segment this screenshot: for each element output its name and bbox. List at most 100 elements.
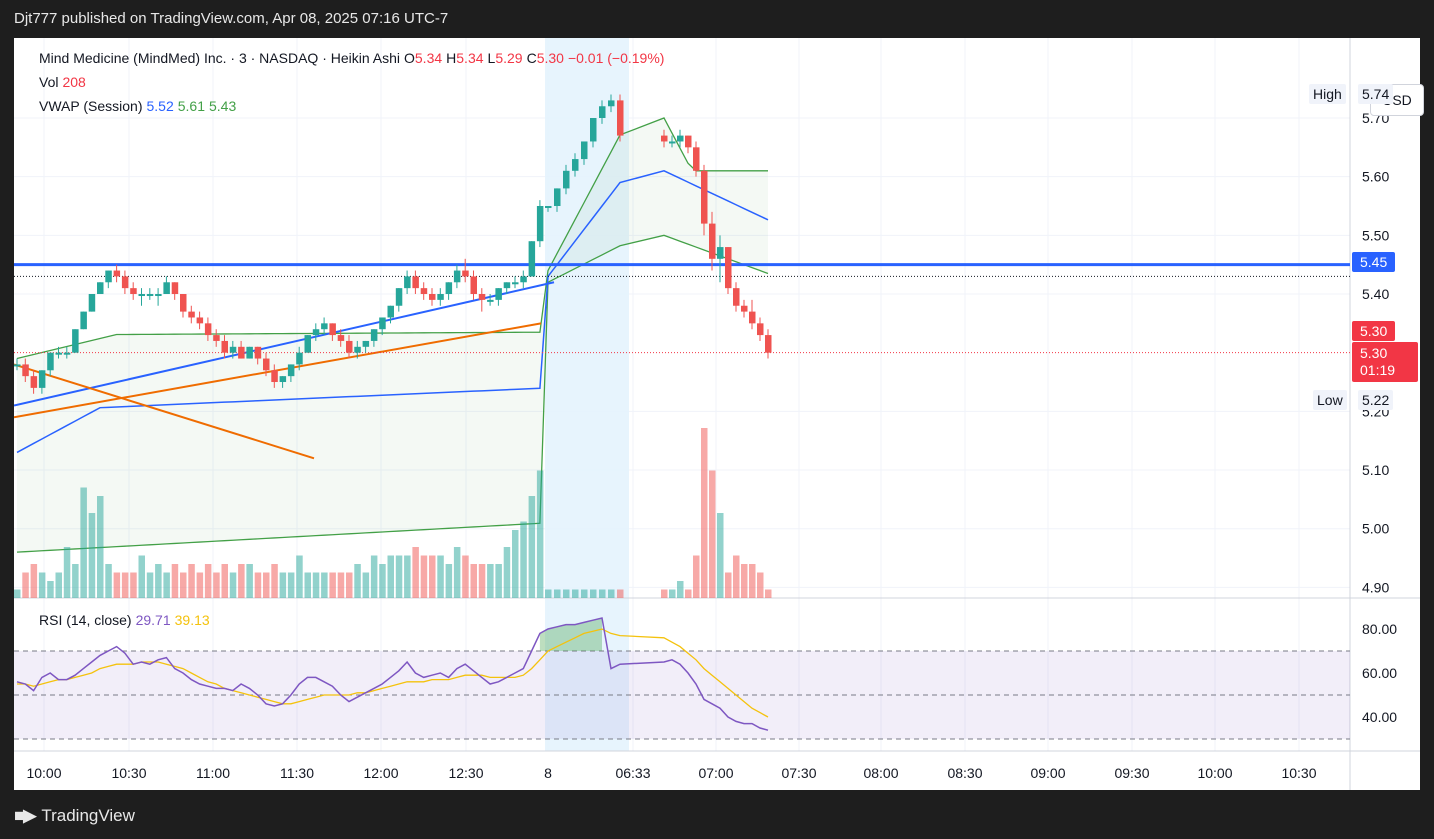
time-tick-label: 09:00 [1030,765,1065,781]
candle-body [229,346,237,353]
volume-bar [669,589,676,598]
candle-body [138,294,145,297]
volume-bar [88,513,96,598]
candle-body [204,323,212,336]
volume-bar [387,555,394,598]
volume-bar [329,572,336,598]
volume-bar [196,572,204,598]
volume-bar [590,589,597,598]
volume-bar [346,572,353,598]
candle-body [669,141,676,144]
volume-bar [429,555,436,598]
volume-bar [536,470,544,598]
candle-body [254,346,262,359]
chart-svg[interactable]: 5.705.605.505.405.205.105.004.9080.0060.… [14,38,1420,790]
low-value: 5.29 [495,50,523,66]
volume-legend: Vol 208 [39,74,90,90]
candle-body [38,370,46,388]
time-tick-label: 10:00 [26,765,61,781]
time-tick-label: 11:30 [280,765,314,781]
volume-bar [221,564,228,598]
candle-body [263,358,270,371]
volume-bar [478,564,486,598]
volume-bar [296,555,303,598]
volume-bar [238,564,245,598]
volume-bar [14,589,21,598]
candle-body [354,346,361,353]
volume-bar [105,564,112,598]
volume-bar [661,589,668,598]
o-label: O [404,50,415,66]
candle-body [495,288,502,300]
volume-bar [312,572,320,598]
candle-body [685,135,692,148]
volume-bar [30,564,38,598]
volume-bar [321,572,328,598]
volume-bar [495,564,502,598]
volume-bar [677,581,684,598]
volume-bar [188,564,195,598]
volume-bar [453,547,461,598]
volume-bar [22,572,29,598]
level-price-badge: 5.45 [1352,252,1396,272]
rsi-tick-label: 60.00 [1362,665,1397,681]
volume-bar [765,589,772,598]
price-tick-label: 5.60 [1362,169,1389,185]
candle-body [97,282,104,295]
candle-body [581,141,588,160]
volume-bar [254,572,262,598]
time-tick-label: 08:30 [947,765,982,781]
candle-body [88,294,96,312]
candle-body [337,335,345,341]
volume-bar [749,564,756,598]
publisher-line: Djt777 published on TradingView.com, Apr… [14,10,449,27]
candle-body [171,282,179,295]
rsi-legend: RSI (14, close) 29.71 39.13 [39,612,214,628]
candle-body [196,317,204,324]
volume-bar [204,564,212,598]
tradingview-logo-icon: ■▶ [14,806,36,825]
volume-bar [420,555,428,598]
last-price-badge-1: 5.30 [1352,321,1396,341]
candle-body [155,294,162,297]
volume-bar [121,572,129,598]
volume-bar [72,564,79,598]
candle-body [757,323,764,336]
price-tick-label: 5.40 [1362,286,1389,302]
last-price-badge-2: 5.30 01:19 [1352,342,1418,382]
descending-trendline [14,363,315,460]
vol-value: 208 [62,74,86,90]
candle-body [693,147,700,171]
volume-bar [617,589,624,598]
time-tick-label: 10:30 [1281,765,1316,781]
candle-body [163,282,170,295]
volume-bar [63,547,71,598]
chart-frame[interactable]: 5.70 5.60 5.50 5.40 5.20 5.10 5.00 4.90 80.00 60.… [14,38,1424,790]
time-tick-label: 07:00 [698,765,733,781]
rsi-label: RSI (14, close) [39,612,132,628]
candle-body [271,370,278,383]
candle-body [121,276,129,289]
high-value: 5.34 [456,50,484,66]
volume-bar [512,530,519,598]
candle-body [296,352,303,365]
volume-bar [113,572,121,598]
time-tick-label: 08:00 [863,765,898,781]
time-tick-label: 8 [544,765,552,781]
volume-bar [379,564,386,598]
vwap-lower-value: 5.43 [208,98,237,114]
volume-bar [487,564,494,598]
volume-bar [229,572,237,598]
volume-bar [757,572,764,598]
time-tick-label: 12:30 [448,765,483,781]
time-tick-label: 10:00 [1197,765,1232,781]
candle-body [677,135,684,142]
time-tick-label: 12:00 [363,765,398,781]
bar-countdown: 01:19 [1360,362,1396,378]
time-tick-label: 07:30 [781,765,816,781]
symbol-name: Mind Medicine (MindMed) Inc. · 3 · NASDA… [39,50,400,66]
volume-bar [733,555,740,598]
brand-footer: ■▶ TradingView [14,806,135,826]
volume-bar [608,589,615,598]
vwap-label: VWAP (Session) [39,98,143,114]
